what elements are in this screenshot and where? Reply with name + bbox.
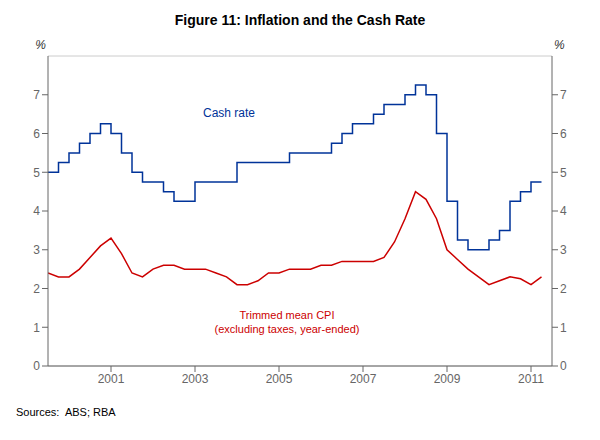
svg-text:4: 4 <box>33 204 40 218</box>
svg-text:2005: 2005 <box>266 372 293 386</box>
svg-text:5: 5 <box>560 166 567 180</box>
svg-text:2001: 2001 <box>98 372 125 386</box>
svg-text:6: 6 <box>560 127 567 141</box>
svg-text:2011: 2011 <box>518 372 544 386</box>
svg-text:0: 0 <box>33 359 40 373</box>
html-text:(excluding taxes, year-ended): (excluding taxes, year-ended) <box>214 323 360 335</box>
svg-text:5: 5 <box>33 166 40 180</box>
svg-text:7: 7 <box>560 88 567 102</box>
svg-text:1: 1 <box>33 321 40 335</box>
svg-text:3: 3 <box>560 243 567 257</box>
svg-text:2: 2 <box>560 282 567 296</box>
svg-text:7: 7 <box>33 88 40 102</box>
svg-text:2: 2 <box>33 282 40 296</box>
html-text:Cash rate: Cash rate <box>203 106 255 120</box>
svg-text:4: 4 <box>560 204 567 218</box>
svg-text:6: 6 <box>33 127 40 141</box>
html-text:Sources: ABS; RBA: Sources: ABS; RBA <box>16 406 116 418</box>
svg-text:0: 0 <box>560 359 567 373</box>
html-text:Figure 11: Inflation and the C: Figure 11: Inflation and the Cash Rate <box>174 12 426 28</box>
svg-text:2009: 2009 <box>434 372 461 386</box>
html-text:Trimmed mean CPI: Trimmed mean CPI <box>239 309 335 321</box>
svg-text:2007: 2007 <box>350 372 377 386</box>
svg-text:1: 1 <box>560 321 567 335</box>
svg-text:2003: 2003 <box>182 372 209 386</box>
svg-text:3: 3 <box>33 243 40 257</box>
